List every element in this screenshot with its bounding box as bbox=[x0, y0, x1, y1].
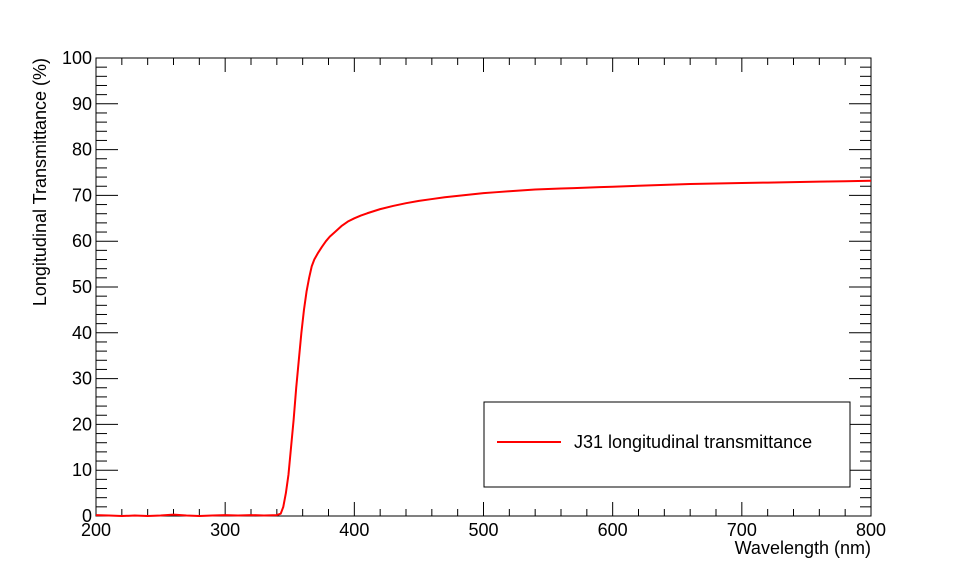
y-tick-label: 20 bbox=[72, 414, 92, 434]
y-tick-label: 0 bbox=[82, 506, 92, 526]
y-tick-label: 90 bbox=[72, 94, 92, 114]
y-tick-label: 80 bbox=[72, 140, 92, 160]
x-tick-label: 600 bbox=[598, 520, 628, 540]
x-tick-label: 500 bbox=[468, 520, 498, 540]
y-axis-label: Longitudinal Transmittance (%) bbox=[30, 58, 50, 306]
x-tick-label: 700 bbox=[727, 520, 757, 540]
y-tick-label: 100 bbox=[62, 48, 92, 68]
legend-label: J31 longitudinal transmittance bbox=[574, 432, 812, 452]
legend: J31 longitudinal transmittance bbox=[483, 401, 851, 488]
y-tick-label: 60 bbox=[72, 231, 92, 251]
series-line-0 bbox=[95, 179, 872, 517]
x-tick-label: 800 bbox=[856, 520, 886, 540]
y-axis-ticks bbox=[96, 57, 871, 517]
x-axis-label: Wavelength (nm) bbox=[735, 538, 871, 558]
y-tick-label: 10 bbox=[72, 460, 92, 480]
legend-box bbox=[483, 401, 851, 488]
x-tick-label: 200 bbox=[81, 520, 111, 540]
series-group bbox=[95, 179, 872, 517]
y-tick-label: 70 bbox=[72, 185, 92, 205]
y-tick-label: 40 bbox=[72, 323, 92, 343]
y-tick-label: 30 bbox=[72, 369, 92, 389]
y-tick-label: 50 bbox=[72, 277, 92, 297]
x-tick-label: 300 bbox=[210, 520, 240, 540]
y-axis-tick-labels: 0 10 20 30 40 50 60 70 80 90 100 bbox=[62, 48, 92, 526]
x-axis-ticks bbox=[95, 58, 872, 516]
x-tick-label: 400 bbox=[339, 520, 369, 540]
x-axis-tick-labels: 200 300 400 500 600 700 800 bbox=[81, 520, 886, 540]
